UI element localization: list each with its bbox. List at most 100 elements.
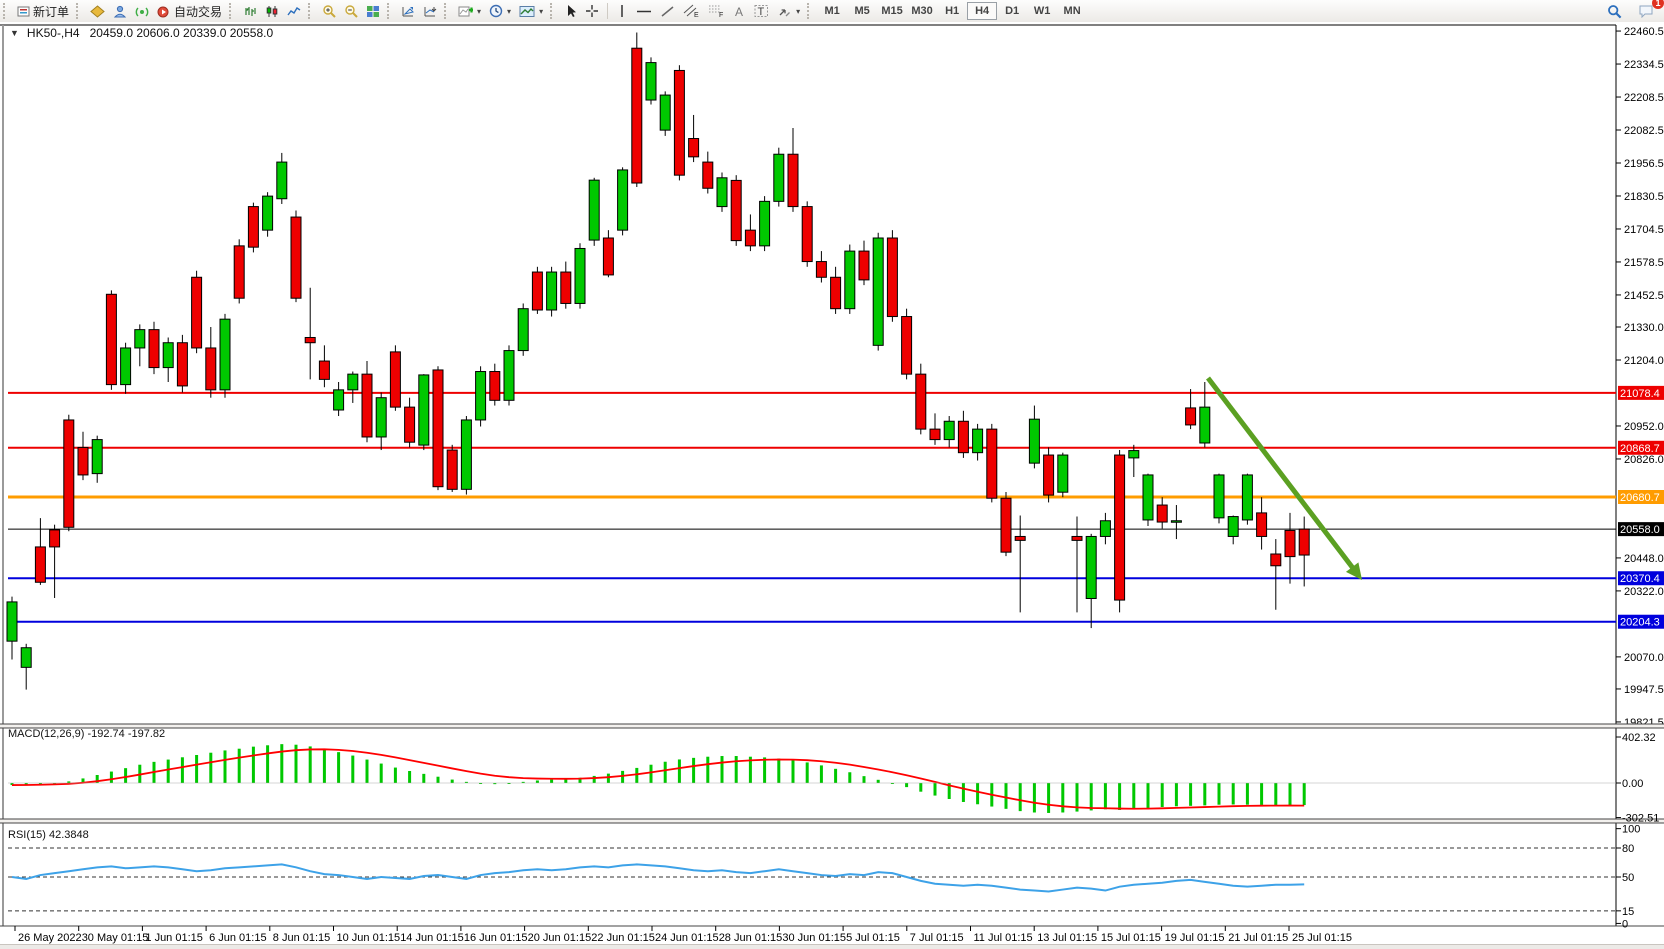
zoom-in-button[interactable] [318,1,340,21]
svg-text:E: E [694,12,699,18]
macd-bar [450,779,454,783]
crosshair-button[interactable] [581,1,603,21]
dropdown-arrow-icon: ▾ [507,6,512,16]
candle-body [1114,454,1126,601]
macd-bar [1174,783,1178,807]
price-tick: 21830.5 [1624,191,1664,203]
text-button[interactable]: A [729,1,750,21]
chart-title: ▼ HK50-,H4 20459.0 20606.0 20339.0 20558… [10,26,273,40]
macd-bar [351,755,355,783]
equidistant-channel-button[interactable]: E [679,1,704,21]
new-order-label: 新订单 [33,4,70,19]
price-tick: 21204.0 [1624,355,1664,367]
cursor-button[interactable] [560,1,581,21]
template-icon [519,5,535,17]
chat-bubble-icon [1639,5,1653,18]
candle-body [617,169,629,231]
rsi-tick: 50 [1622,872,1634,884]
date-label: 15 Jul 01:15 [1101,932,1161,944]
candle-body [744,229,756,247]
fibonacci-button[interactable]: F [704,1,729,21]
candle-body [276,161,288,200]
timeframe-M30[interactable]: M30 [911,5,933,17]
bar-chart-button[interactable] [239,1,261,21]
date-label: 26 May 2022 [18,932,82,944]
macd-bar [1132,783,1136,810]
candle-body [1014,535,1026,541]
timeframe-M1[interactable]: M1 [824,5,840,17]
market-button[interactable] [131,1,153,21]
chart-window[interactable]: ▼ HK50-,H4 20459.0 20606.0 20339.0 20558… [0,22,1664,949]
timeframe-H4[interactable]: H4 [967,2,998,20]
macd-bar [1274,783,1278,806]
tile-windows-button[interactable] [362,1,384,21]
timeframe-M5[interactable]: M5 [854,5,870,17]
candle-body [602,237,614,276]
rsi-line [11,863,1305,893]
candle-body [1057,454,1069,493]
candle-body [219,318,231,391]
price-tick: 21330.0 [1624,322,1664,334]
zoom-out-button[interactable] [340,1,362,21]
text-a-icon: A [735,5,743,18]
strategy-tester-button[interactable] [109,1,131,21]
candle-body [105,293,117,386]
vertical-line-button[interactable] [612,1,632,21]
new-order-button[interactable]: 新订单 [13,1,73,21]
svg-text:20680.7: 20680.7 [1620,492,1660,504]
text-label-button[interactable]: T [750,1,773,21]
macd-bar [635,767,639,783]
candle-body [929,428,941,441]
data-window-button[interactable] [397,1,419,21]
date-label: 13 Jul 01:15 [1037,932,1097,944]
candle-body [49,529,61,548]
candle-body [716,177,728,208]
chart-canvas[interactable]: 22460.5 22334.5 22208.5 22082.5 21956.5 21830… [0,22,1664,949]
macd-bar [1288,783,1292,806]
price-tick: 19947.5 [1624,684,1664,696]
horizontal-line-button[interactable] [632,1,656,21]
candle-body [730,179,742,242]
zoom-out-icon [345,5,358,18]
trendline-button[interactable] [656,1,679,21]
macd-bar [38,783,42,784]
tester-person-icon [113,5,127,17]
navigator-button[interactable] [419,1,441,21]
macd-bar [209,752,213,783]
timeframe-W1[interactable]: W1 [1033,5,1051,17]
timeframe-MN[interactable]: MN [1063,5,1081,17]
macd-bar [308,746,312,783]
date-label: 16 Jun 01:15 [464,932,528,944]
candle-body [631,47,643,184]
chat-button[interactable]: 1 [1634,0,1664,21]
timeframe-H1[interactable]: H1 [945,5,960,17]
candle-body [63,419,75,528]
candle-body [1156,504,1168,523]
price-tick: 20448.0 [1624,553,1664,565]
macd-bar [393,767,397,783]
price-line-label [1618,614,1664,629]
chart-dropdown-icon[interactable]: ▼ [10,28,19,38]
template-button[interactable]: ▾ [515,1,547,21]
trend-arrow[interactable] [1206,376,1356,571]
candle-body [546,271,558,311]
timeframe-M15[interactable]: M15 [881,5,903,17]
timeframe-D1[interactable]: D1 [1005,5,1020,17]
sonar-icon [135,7,149,16]
arrows-button[interactable]: ▾ [773,1,804,21]
line-chart-button[interactable] [283,1,305,21]
rsi-tick: 15 [1622,906,1634,918]
candle-body [460,419,472,490]
candle-body [6,601,18,642]
profile-button[interactable] [86,1,109,21]
rsi-tick: 100 [1622,824,1640,836]
price-line-label [1618,385,1664,400]
period-button[interactable]: ▾ [485,1,515,21]
candlestick-chart-button[interactable] [261,1,283,21]
add-indicator-button[interactable]: ▾ [454,1,485,21]
autotrading-button[interactable]: 自动交易 [153,1,226,21]
date-label: 14 Jun 01:15 [400,932,464,944]
macd-bar [379,763,383,783]
toolbar-grip [444,3,451,19]
search-button[interactable] [1603,1,1626,21]
